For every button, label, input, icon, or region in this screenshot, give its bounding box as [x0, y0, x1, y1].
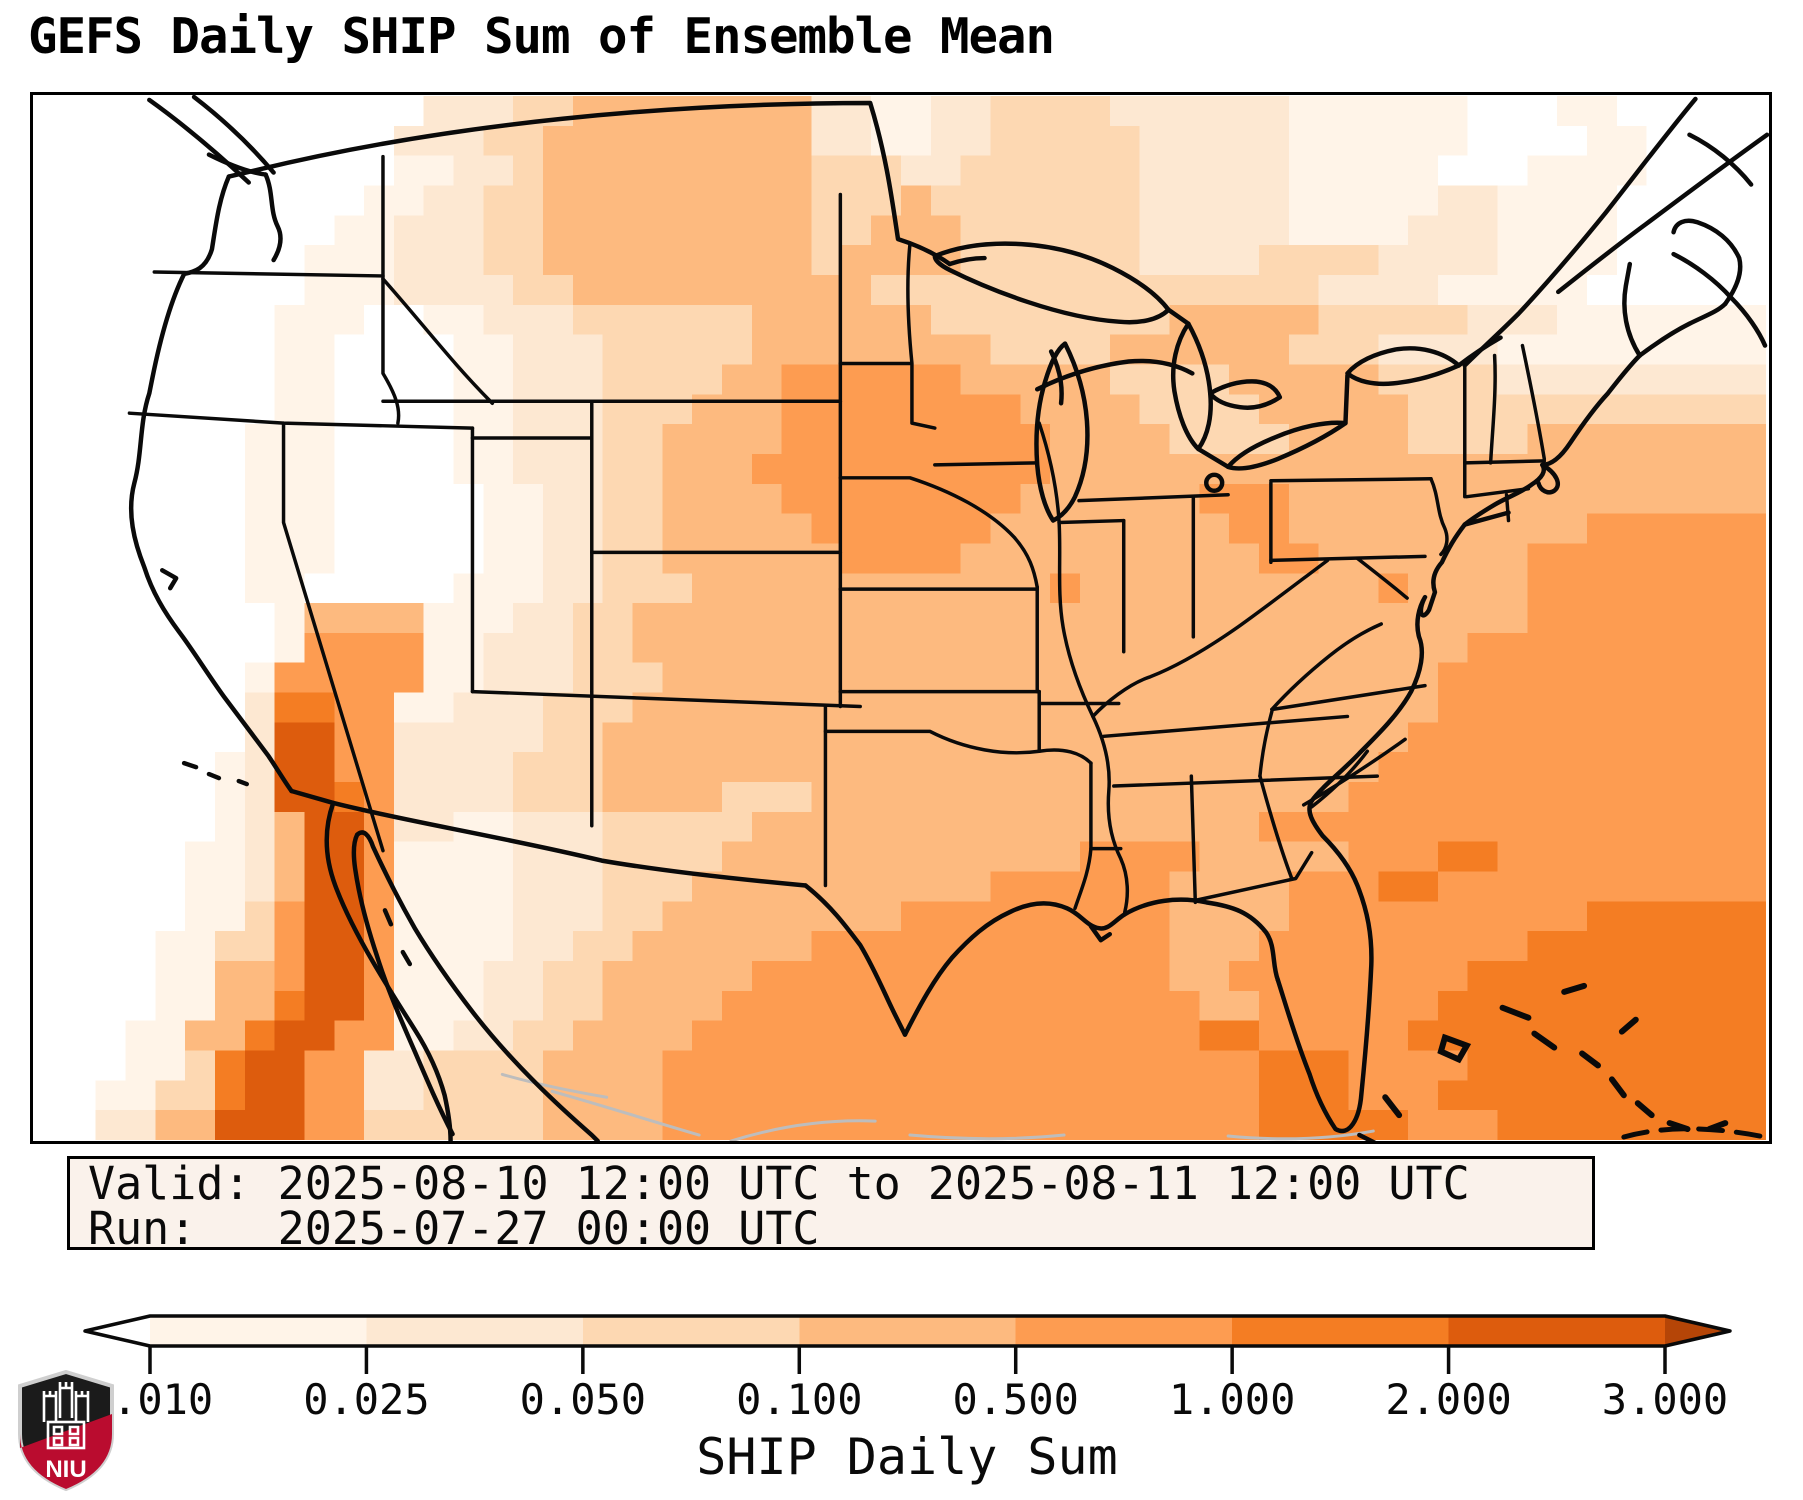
colorbar-tick-label: 0.100	[736, 1375, 863, 1424]
valid-time-text: Valid: 2025-08-10 12:00 UTC to 2025-08-1…	[88, 1157, 1470, 1210]
niu-logo-text: NIU	[45, 1456, 86, 1483]
castle-icon	[42, 1382, 90, 1450]
colorbar-label: SHIP Daily Sum	[696, 1428, 1118, 1486]
coastline-paths	[128, 95, 1769, 1141]
colorbar-tick-label: 0.050	[519, 1375, 647, 1424]
colorbar-segments	[150, 1316, 1666, 1346]
info-box: Valid: 2025-08-10 12:00 UTC to 2025-08-1…	[67, 1156, 1595, 1255]
foreign-border-lines	[500, 1072, 1375, 1141]
map-panel: Valid: 2025-08-10 12:00 UTC to 2025-08-1…	[30, 92, 1772, 1251]
niu-shield-icon: NIU	[18, 1369, 114, 1492]
colorbar	[83, 1314, 1732, 1374]
page-title: GEFS Daily SHIP Sum of Ensemble Mean	[28, 8, 1055, 65]
niu-logo: NIU	[14, 1369, 118, 1494]
colorbar-over-arrow	[1665, 1316, 1730, 1346]
colorbar-ticks	[148, 1346, 1667, 1374]
colorbar-under-arrow	[85, 1316, 150, 1346]
colorbar-tick-label: 3.000	[1601, 1375, 1729, 1424]
run-time-text: Run: 2025-07-27 00:00 UTC	[88, 1202, 820, 1255]
colorbar-tick-label: 0.500	[952, 1375, 1079, 1424]
conus-map	[95, 95, 1769, 1141]
island-dash-paths	[1382, 982, 1768, 1140]
colorbar-tick-label: 0.025	[303, 1375, 430, 1424]
state-border-paths	[127, 154, 1547, 915]
colorbar-tick-label: 1.000	[1168, 1375, 1296, 1424]
colorbar-tick-label: 2.000	[1385, 1375, 1512, 1424]
